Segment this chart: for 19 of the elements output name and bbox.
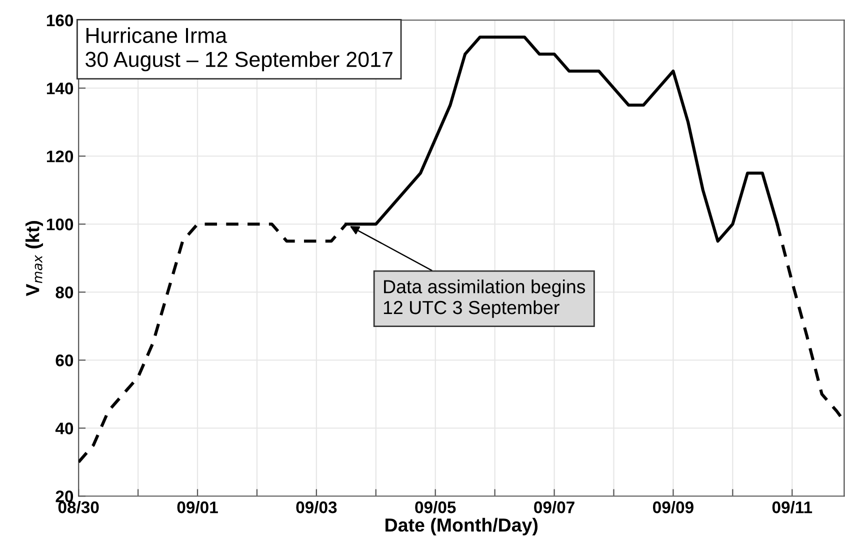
y-tick-label: 60 (56, 354, 74, 366)
y-tick-label: 40 (55, 422, 74, 434)
y-tick-label: 140 (46, 82, 74, 94)
x-tick-label: 09/05 (415, 500, 456, 514)
x-axis-title: Date (Month/Day) (386, 518, 538, 536)
y-axis-title: V$_{max}$ (kt) (26, 221, 43, 296)
y-tick-label: 80 (56, 286, 74, 298)
y-tick-label: 160 (46, 14, 74, 26)
x-tick-label: 09/03 (296, 500, 337, 514)
y-tick-label: 100 (46, 218, 74, 230)
annotation: Data assimilation begins 12 UTC 3 September (384, 280, 586, 318)
x-tick-label: 09/09 (653, 500, 694, 514)
y-tick-label: 120 (46, 150, 74, 162)
x-tick-label: 09/01 (177, 500, 218, 514)
x-tick-label: 09/07 (534, 500, 574, 514)
annotation: Hurricane Irma 30 August – 12 September 2017 (86, 27, 392, 72)
y-tick-label: 20 (56, 490, 74, 502)
x-tick-label: 09/11 (772, 500, 812, 514)
x-tick-label: 08/30 (58, 500, 99, 514)
